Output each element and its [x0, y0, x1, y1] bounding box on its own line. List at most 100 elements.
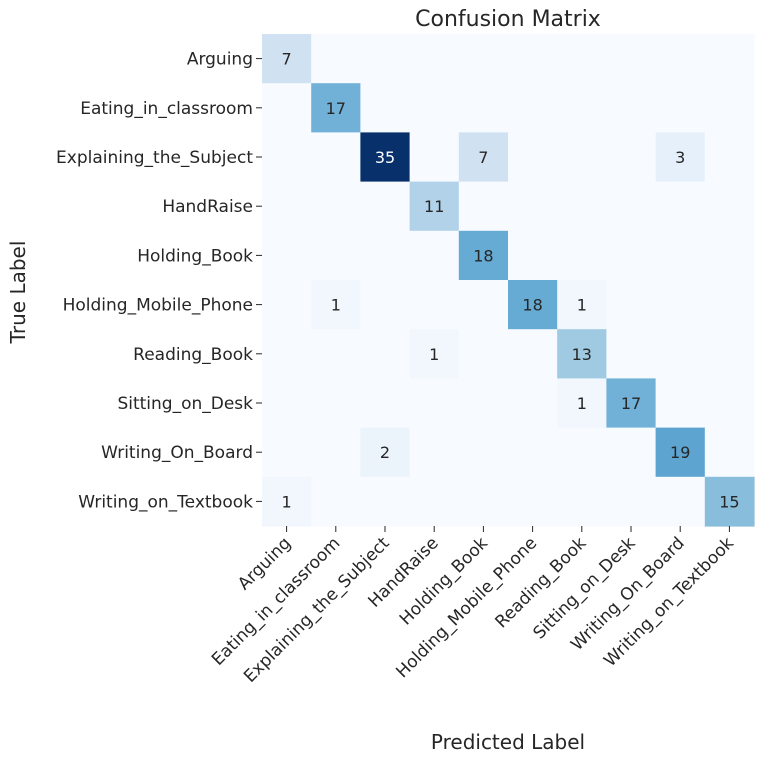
- heatmap-cell: [458, 476, 509, 527]
- heatmap-cell: [409, 378, 460, 429]
- heatmap-cell: [557, 83, 607, 133]
- y-tick-label: Sitting_on_Desk: [117, 394, 253, 414]
- heatmap-cell: [655, 230, 706, 281]
- cell-value-label: 17: [326, 99, 346, 118]
- y-tick-label: Writing_On_Board: [101, 443, 253, 463]
- heatmap-cell: [655, 378, 706, 429]
- heatmap-cell: [508, 83, 558, 133]
- heatmap-cell: [508, 34, 558, 84]
- heatmap-cell: [508, 132, 558, 183]
- x-axis-title: Predicted Label: [431, 730, 585, 754]
- cell-value-label: 18: [522, 296, 542, 315]
- heatmap-cell: [557, 378, 607, 429]
- axis-ticks: [256, 58, 730, 532]
- heatmap-cell: [508, 378, 558, 429]
- heatmap-cell: [262, 230, 312, 281]
- cell-value-label: 35: [375, 148, 395, 167]
- cell-value-label: 15: [719, 492, 739, 511]
- heatmap-cell: [311, 83, 361, 133]
- heatmap-cell: [311, 476, 361, 527]
- y-tick-label: Reading_Book: [133, 345, 253, 365]
- y-axis-title: True Label: [6, 241, 30, 345]
- heatmap-cell: [409, 230, 460, 281]
- cell-value-label: 1: [577, 296, 587, 315]
- heatmap-cell: [508, 427, 558, 478]
- heatmap-cell: [508, 230, 558, 281]
- heatmap-cell: [458, 427, 509, 478]
- heatmap-cell: [409, 427, 460, 478]
- heatmap-cell: [262, 181, 312, 232]
- y-tick-label: Holding_Book: [137, 246, 253, 266]
- heatmap-cell: [360, 132, 411, 183]
- heatmap-cell: [557, 132, 607, 183]
- cell-value-label: 2: [380, 443, 390, 462]
- heatmap-cell: [311, 280, 361, 330]
- heatmap-cell: [606, 427, 657, 478]
- heatmap-cell: [704, 132, 755, 183]
- y-tick-label: Eating_in_classroom: [80, 99, 253, 119]
- heatmap-cell: [704, 34, 755, 84]
- heatmap-cell: [508, 329, 558, 379]
- heatmap-cell: [311, 181, 361, 232]
- heatmap-cell: [704, 476, 755, 527]
- heatmap-cell: [458, 280, 509, 330]
- cell-value-label: 13: [572, 345, 592, 364]
- heatmap-cell: [655, 476, 706, 527]
- heatmap-cell: [508, 181, 558, 232]
- heatmap-cell: [655, 329, 706, 379]
- heatmap-cell: [606, 280, 657, 330]
- heatmap-cell: [409, 280, 460, 330]
- heatmap-cell: [606, 230, 657, 281]
- heatmap-cell: [557, 34, 607, 84]
- heatmap-cell: [409, 476, 460, 527]
- cell-value-label: 7: [282, 50, 292, 69]
- heatmap-cell: [704, 280, 755, 330]
- heatmap-cell: [557, 427, 607, 478]
- y-tick-label: Arguing: [187, 50, 253, 70]
- heatmap-cell: [311, 427, 361, 478]
- y-tick-label: Explaining_the_Subject: [56, 148, 253, 168]
- heatmap-cell: [360, 378, 411, 429]
- heatmap-cell: [557, 181, 607, 232]
- heatmap-cell: [262, 280, 312, 330]
- heatmap-cell: [311, 132, 361, 183]
- heatmap-cell: [262, 378, 312, 429]
- heatmap-cell: [704, 181, 755, 232]
- heatmap-cell: [311, 378, 361, 429]
- heatmap-cell: [262, 83, 312, 133]
- x-tick-labels: ArguingEating_in_classroomExplaining_the…: [208, 533, 738, 687]
- heatmap-cell: [606, 476, 657, 527]
- heatmap-cell: [655, 132, 706, 183]
- heatmap-cell: [508, 476, 558, 527]
- heatmap-cell: [360, 181, 411, 232]
- heatmap-cell: [557, 280, 607, 330]
- heatmap-cell: [557, 476, 607, 527]
- cell-value-label: 1: [331, 296, 341, 315]
- cell-value-label: 1: [577, 394, 587, 413]
- heatmap-cell: [360, 83, 411, 133]
- heatmap-cell: [508, 280, 558, 330]
- heatmap-cell: [360, 230, 411, 281]
- heatmap-cell: [458, 83, 509, 133]
- heatmap-cell: [360, 427, 411, 478]
- heatmap-cell: [262, 329, 312, 379]
- heatmap-cell: [606, 329, 657, 379]
- x-tick-label: Holding_Book: [396, 533, 492, 629]
- heatmap-cell: [655, 181, 706, 232]
- heatmap-cell: [704, 230, 755, 281]
- heatmap-cell: [655, 280, 706, 330]
- y-tick-label: Holding_Mobile_Phone: [63, 296, 253, 316]
- heatmap-cell: [409, 329, 460, 379]
- heatmap-cell: [606, 378, 657, 429]
- y-tick-label: Writing_on_Textbook: [78, 492, 253, 512]
- cell-value-label: 17: [621, 394, 641, 413]
- heatmap-cell: [311, 329, 361, 379]
- chart-title: Confusion Matrix: [415, 7, 601, 32]
- heatmap-cell: [557, 329, 607, 379]
- heatmap-cell: [655, 34, 706, 84]
- heatmap-cell: [704, 427, 755, 478]
- heatmap-cell: [262, 427, 312, 478]
- heatmap-cell: [311, 230, 361, 281]
- heatmap-cell: [262, 476, 312, 527]
- cell-value-label: 1: [429, 345, 439, 364]
